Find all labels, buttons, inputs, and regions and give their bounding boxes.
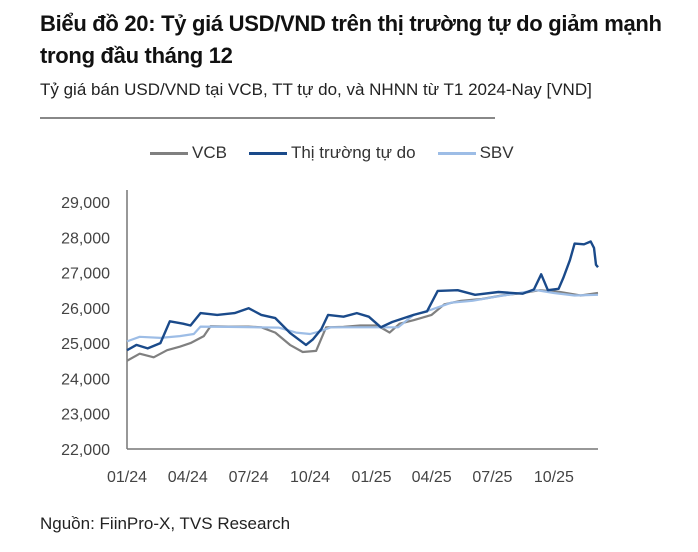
- series-line-free-market: [126, 240, 599, 352]
- y-tick-label: 29,000: [61, 195, 110, 212]
- divider: [40, 117, 495, 119]
- legend-item-sbv: SBV: [437, 143, 514, 163]
- chart-subtitle: Tỷ giá bán USD/VND tại VCB, TT tự do, và…: [40, 80, 592, 99]
- x-tick-label: 01/24: [107, 469, 147, 486]
- x-tick-label: 10/25: [534, 469, 574, 486]
- x-tick-label: 07/24: [229, 469, 269, 486]
- y-tick-label: 25,000: [61, 336, 110, 353]
- y-tick-label: 23,000: [61, 407, 110, 424]
- chart-title: Biểu đồ 20: Tỷ giá USD/VND trên thị trườ…: [40, 11, 662, 68]
- y-tick-label: 22,000: [61, 442, 110, 459]
- x-tick-label: 04/24: [168, 469, 208, 486]
- legend: VCB Thị trường tự do SBV: [150, 143, 514, 163]
- y-tick-label: 28,000: [61, 230, 110, 247]
- x-tick-label: 01/25: [351, 469, 391, 486]
- x-tick-label: 04/25: [412, 469, 452, 486]
- legend-swatch-free-market: [248, 151, 287, 155]
- x-tick-label: 10/24: [290, 469, 330, 486]
- y-tick-label: 26,000: [61, 301, 110, 318]
- legend-label-free-market: Thị trường tự do: [290, 143, 416, 162]
- source-note: Nguồn: FiinPro-X, TVS Research: [40, 514, 291, 533]
- series-line-vcb: [126, 289, 599, 362]
- x-tick-label: 07/25: [472, 469, 512, 486]
- legend-label-vcb: VCB: [192, 143, 227, 162]
- legend-swatch-vcb: [150, 151, 188, 155]
- y-tick-label: 24,000: [61, 371, 110, 388]
- legend-label-sbv: SBV: [479, 143, 514, 162]
- y-tick-label: 27,000: [61, 266, 110, 283]
- legend-item-vcb: VCB: [150, 143, 227, 163]
- legend-item-free-market: Thị trường tự do: [248, 143, 416, 163]
- legend-swatch-sbv: [437, 151, 476, 155]
